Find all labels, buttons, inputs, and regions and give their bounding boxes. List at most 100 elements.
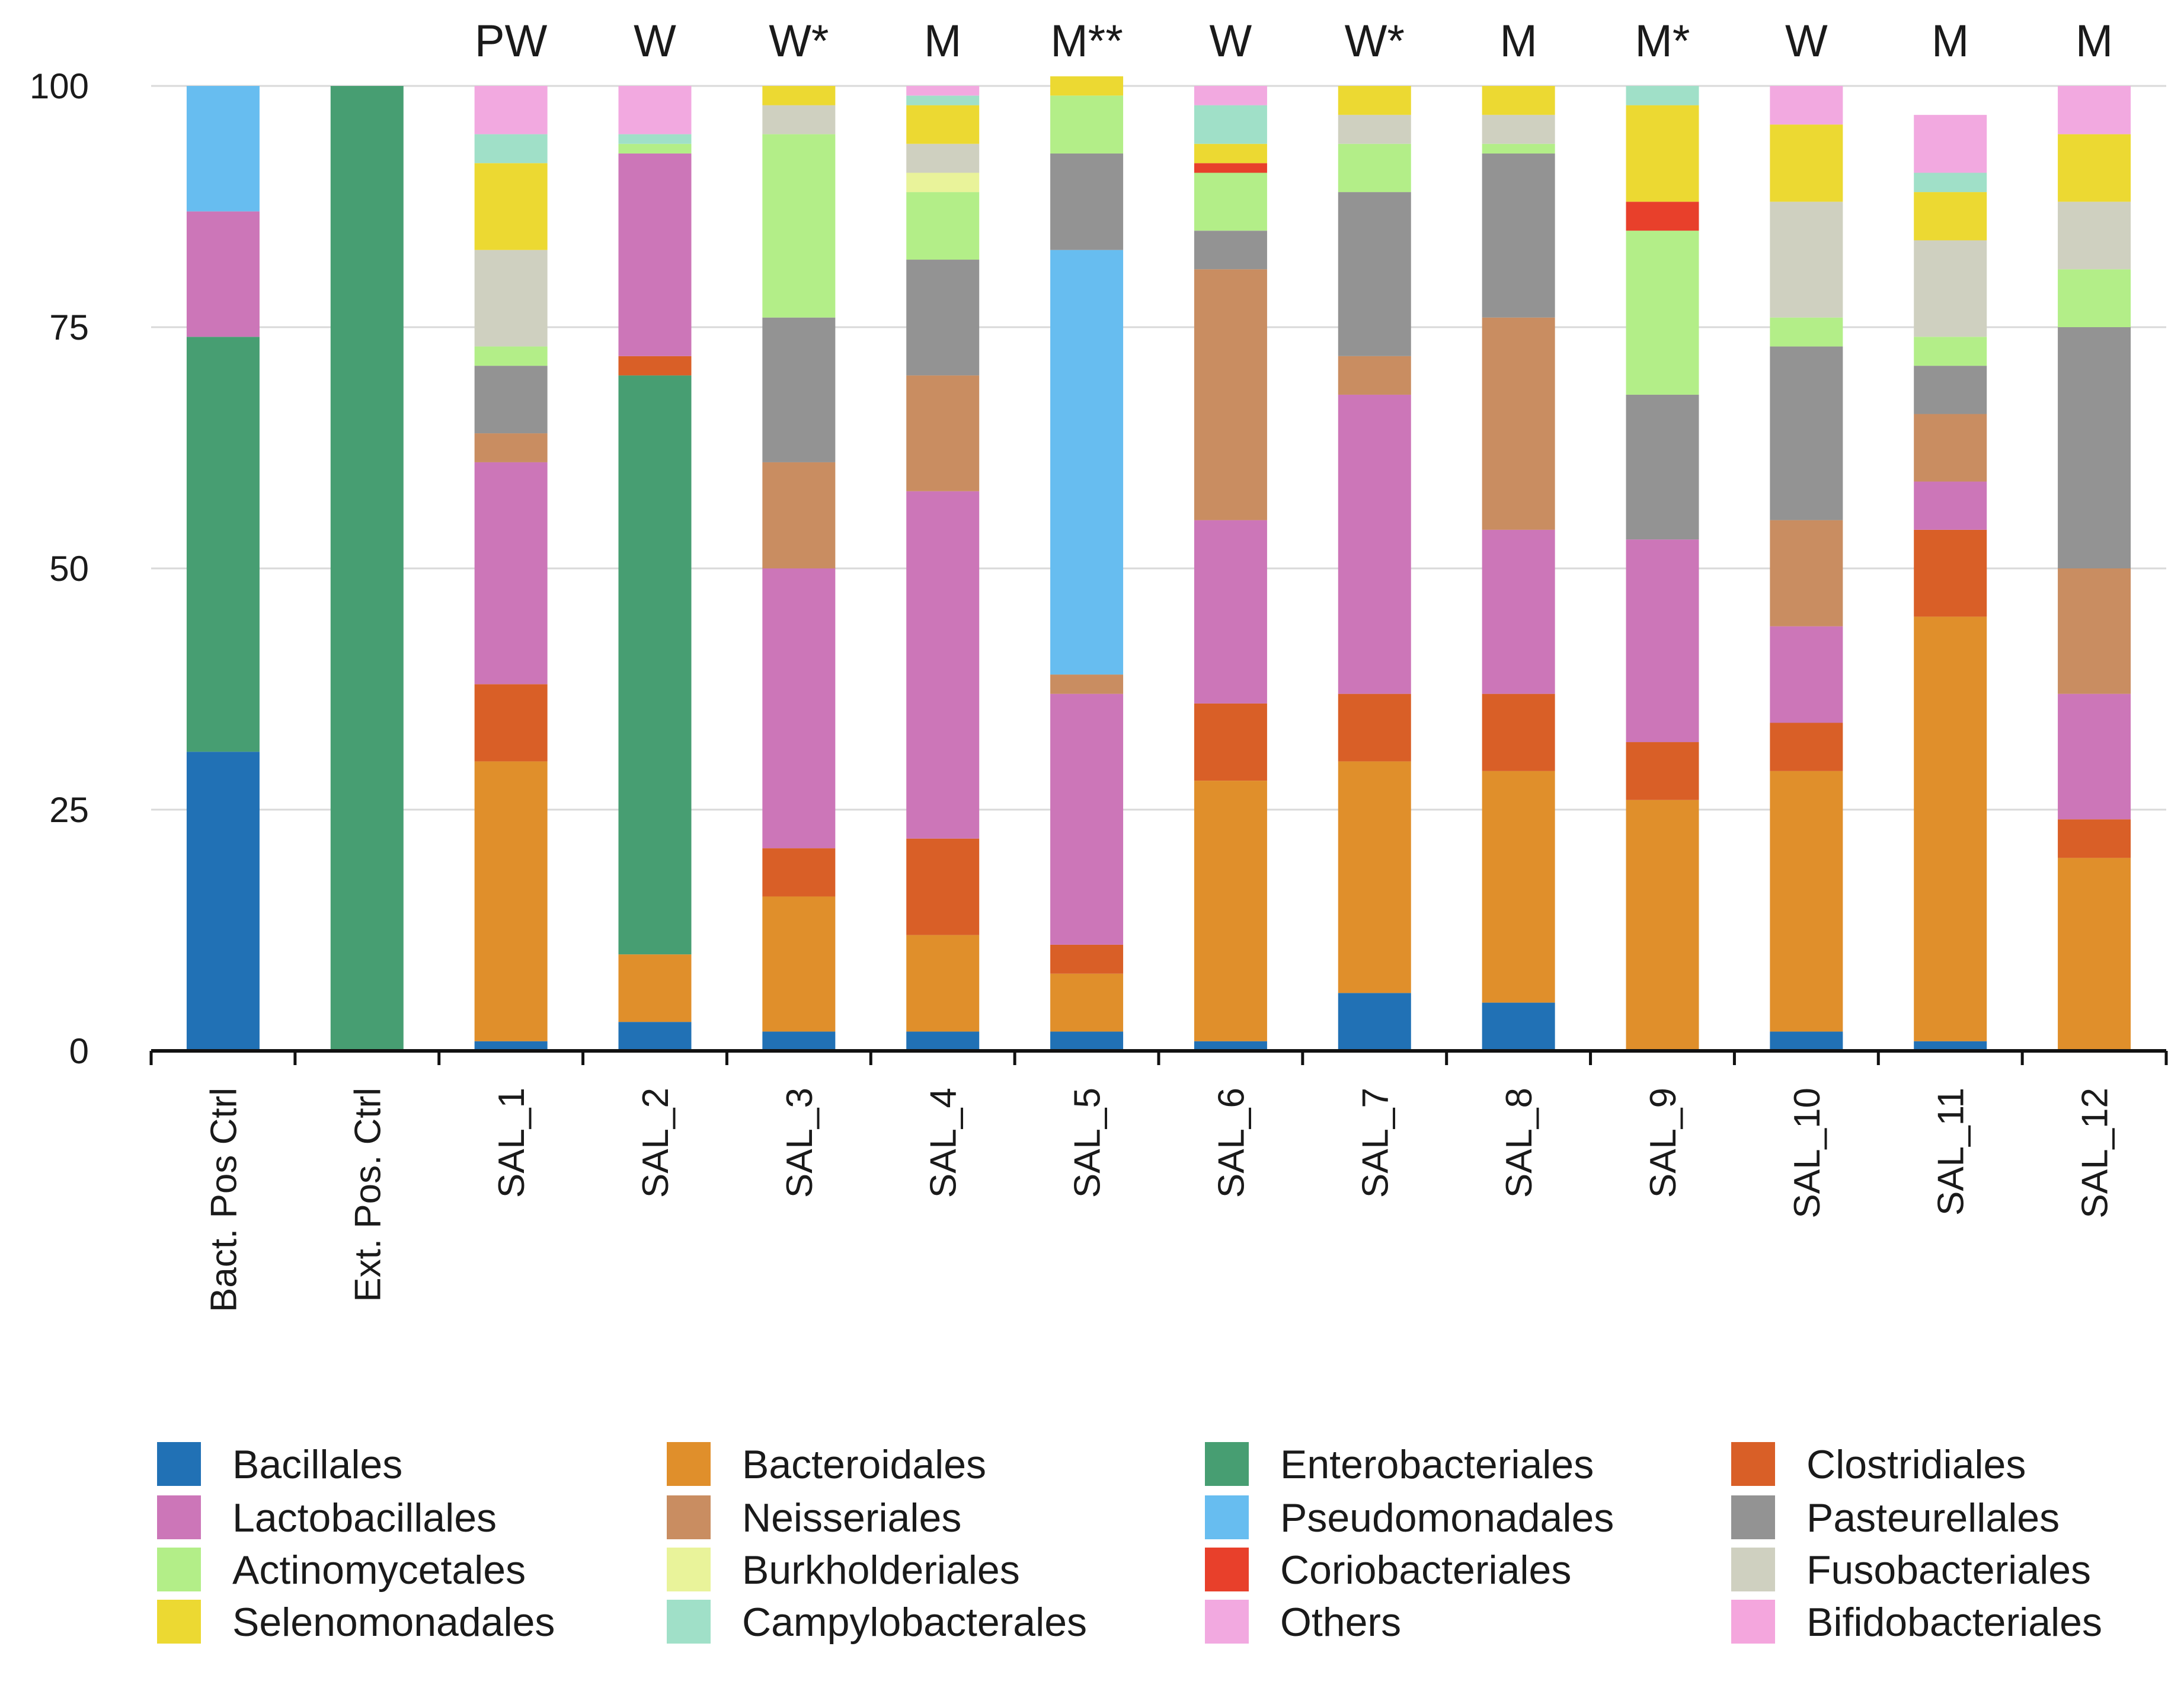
bar-segment-sal-6-actinomycetales	[1194, 172, 1267, 231]
bar-segment-sal-11-fusobacteriales	[1914, 240, 1987, 337]
x-tick-label-sal-1: SAL_1	[491, 1088, 532, 1198]
bar-segment-sal-7-lactobacillales	[1338, 394, 1411, 694]
legend-label-bacteroidales: Bacteroidales	[742, 1442, 986, 1487]
legend-label-pseudomonadales: Pseudomonadales	[1280, 1495, 1614, 1540]
bars	[186, 76, 2131, 1051]
bar-segment-sal-6-bacillales	[1194, 1041, 1267, 1051]
bar-segment-sal-4-bacteroidales	[906, 935, 980, 1032]
bar-segment-sal-9-selenomonadales	[1626, 105, 1699, 202]
group-label-sal-3: W*	[769, 16, 829, 66]
legend-label-enterobacteriales: Enterobacteriales	[1280, 1442, 1594, 1487]
bar-segment-sal-3-clostridiales	[762, 848, 836, 897]
bar-segment-sal-10-clostridiales	[1770, 723, 1843, 771]
bar-segment-sal-8-selenomonadales	[1482, 86, 1555, 115]
legend-label-others: Others	[1280, 1600, 1401, 1645]
group-label-sal-2: W	[634, 16, 676, 66]
legend-swatch-pasteurellales	[1731, 1495, 1775, 1539]
bar-segment-sal-4-bacillales	[906, 1031, 980, 1051]
group-label-sal-11: M	[1932, 16, 1969, 66]
bar-segment-sal-5-selenomonadales	[1050, 76, 1124, 96]
bar-segment-sal-9-coriobacteriales	[1626, 202, 1699, 231]
x-tick-label-sal-3: SAL_3	[779, 1088, 820, 1198]
bar-segment-sal-4-burkholderiales	[906, 172, 980, 193]
bar-segment-sal-1-campylobacterales	[474, 134, 548, 164]
bar-segment-sal-2-others	[618, 86, 692, 135]
bar-segment-bact-pos-ctrl-bacillales	[186, 752, 260, 1051]
bar-segment-sal-3-bacteroidales	[762, 896, 836, 1032]
bar-segment-sal-6-others	[1194, 86, 1267, 106]
group-label-sal-10: W	[1785, 16, 1828, 66]
bar-segment-sal-6-selenomonadales	[1194, 143, 1267, 164]
bar-segment-sal-11-campylobacterales	[1914, 172, 1987, 193]
bar-segment-sal-2-bacillales	[618, 1022, 692, 1051]
bar-segment-sal-2-bacteroidales	[618, 954, 692, 1022]
bar-segment-sal-1-bacillales	[474, 1041, 548, 1051]
bar-segment-sal-10-others	[1770, 86, 1843, 125]
legend-label-pasteurellales: Pasteurellales	[1806, 1495, 2060, 1540]
x-tick-label-sal-2: SAL_2	[635, 1088, 676, 1198]
bar-segment-sal-11-lactobacillales	[1914, 481, 1987, 530]
legend-label-actinomycetales: Actinomycetales	[232, 1548, 526, 1593]
bar-segment-sal-7-neisseriales	[1338, 356, 1411, 395]
bar-segment-sal-6-campylobacterales	[1194, 105, 1267, 144]
legend-swatch-enterobacteriales	[1205, 1442, 1249, 1486]
legend-label-clostridiales: Clostridiales	[1806, 1442, 2026, 1487]
bar-segment-sal-6-lactobacillales	[1194, 520, 1267, 704]
legend-label-bifidobacteriales: Bifidobacteriales	[1806, 1600, 2102, 1645]
bar-segment-sal-7-fusobacteriales	[1338, 114, 1411, 144]
bar-segment-sal-4-pasteurellales	[906, 260, 980, 376]
group-label-sal-9: M*	[1635, 16, 1690, 66]
bar-segment-sal-5-neisseriales	[1050, 675, 1124, 694]
legend-label-coriobacteriales: Coriobacteriales	[1280, 1548, 1571, 1593]
legend-swatch-pseudomonadales	[1205, 1495, 1249, 1539]
bar-segment-sal-8-neisseriales	[1482, 317, 1555, 530]
legend-label-campylobacterales: Campylobacterales	[742, 1600, 1087, 1645]
bar-segment-sal-1-pasteurellales	[474, 366, 548, 434]
bar-segment-sal-3-fusobacteriales	[762, 105, 836, 135]
group-label-sal-1: PW	[475, 16, 548, 66]
legend-label-lactobacillales: Lactobacillales	[232, 1495, 497, 1540]
bar-segment-sal-4-others	[906, 86, 980, 96]
bar-segment-sal-4-actinomycetales	[906, 192, 980, 260]
bar-segment-bact-pos-ctrl-enterobacteriales	[186, 337, 260, 752]
legend-swatch-bacteroidales	[667, 1442, 711, 1486]
bar-segment-sal-3-bacillales	[762, 1031, 836, 1051]
legend-label-bacillales: Bacillales	[232, 1442, 402, 1487]
bar-segment-sal-6-clostridiales	[1194, 703, 1267, 781]
bar-segment-sal-3-neisseriales	[762, 462, 836, 568]
bar-segment-sal-10-selenomonadales	[1770, 124, 1843, 202]
bar-segment-sal-4-clostridiales	[906, 838, 980, 935]
bar-segment-sal-1-clostridiales	[474, 684, 548, 762]
bar-segment-sal-5-clostridiales	[1050, 944, 1124, 974]
group-label-sal-5: M**	[1050, 16, 1123, 66]
bar-segment-sal-11-selenomonadales	[1914, 192, 1987, 241]
legend-label-neisseriales: Neisseriales	[742, 1495, 961, 1540]
x-tick-label-sal-9: SAL_9	[1643, 1088, 1684, 1198]
x-axis	[149, 1049, 2168, 1065]
bar-segment-bact-pos-ctrl-lactobacillales	[186, 211, 260, 337]
legend-swatch-burkholderiales	[667, 1548, 711, 1591]
legend-swatch-others	[1205, 1600, 1249, 1644]
x-tick-label-sal-7: SAL_7	[1355, 1088, 1396, 1198]
bar-segment-sal-1-lactobacillales	[474, 462, 548, 685]
bar-segment-sal-12-others	[2058, 86, 2131, 135]
bar-segment-sal-4-fusobacteriales	[906, 143, 980, 173]
bar-segment-sal-11-others	[1914, 114, 1987, 173]
bar-segment-sal-8-bacteroidales	[1482, 771, 1555, 1003]
legend-label-burkholderiales: Burkholderiales	[742, 1548, 1020, 1593]
bar-segment-bact-pos-ctrl-pseudomonadales	[186, 86, 260, 212]
bar-segment-sal-2-clostridiales	[618, 356, 692, 376]
legend-swatch-bifidobacteriales	[1731, 1600, 1775, 1644]
legend-swatch-lactobacillales	[157, 1495, 201, 1539]
bar-segment-sal-10-fusobacteriales	[1770, 202, 1843, 318]
x-tick-label-sal-8: SAL_8	[1499, 1088, 1540, 1198]
bar-segment-sal-5-pseudomonadales	[1050, 250, 1124, 675]
bar-segment-sal-8-lactobacillales	[1482, 529, 1555, 694]
x-tick-label-sal-5: SAL_5	[1067, 1088, 1108, 1198]
y-axis-ticks: 0 25 50 75 100	[30, 66, 89, 1071]
x-tick-label-sal-10: SAL_10	[1787, 1088, 1828, 1219]
bar-segment-sal-3-actinomycetales	[762, 134, 836, 318]
bar-segment-sal-8-clostridiales	[1482, 693, 1555, 771]
bar-segment-sal-10-bacteroidales	[1770, 771, 1843, 1032]
bar-segment-sal-12-pasteurellales	[2058, 327, 2131, 568]
